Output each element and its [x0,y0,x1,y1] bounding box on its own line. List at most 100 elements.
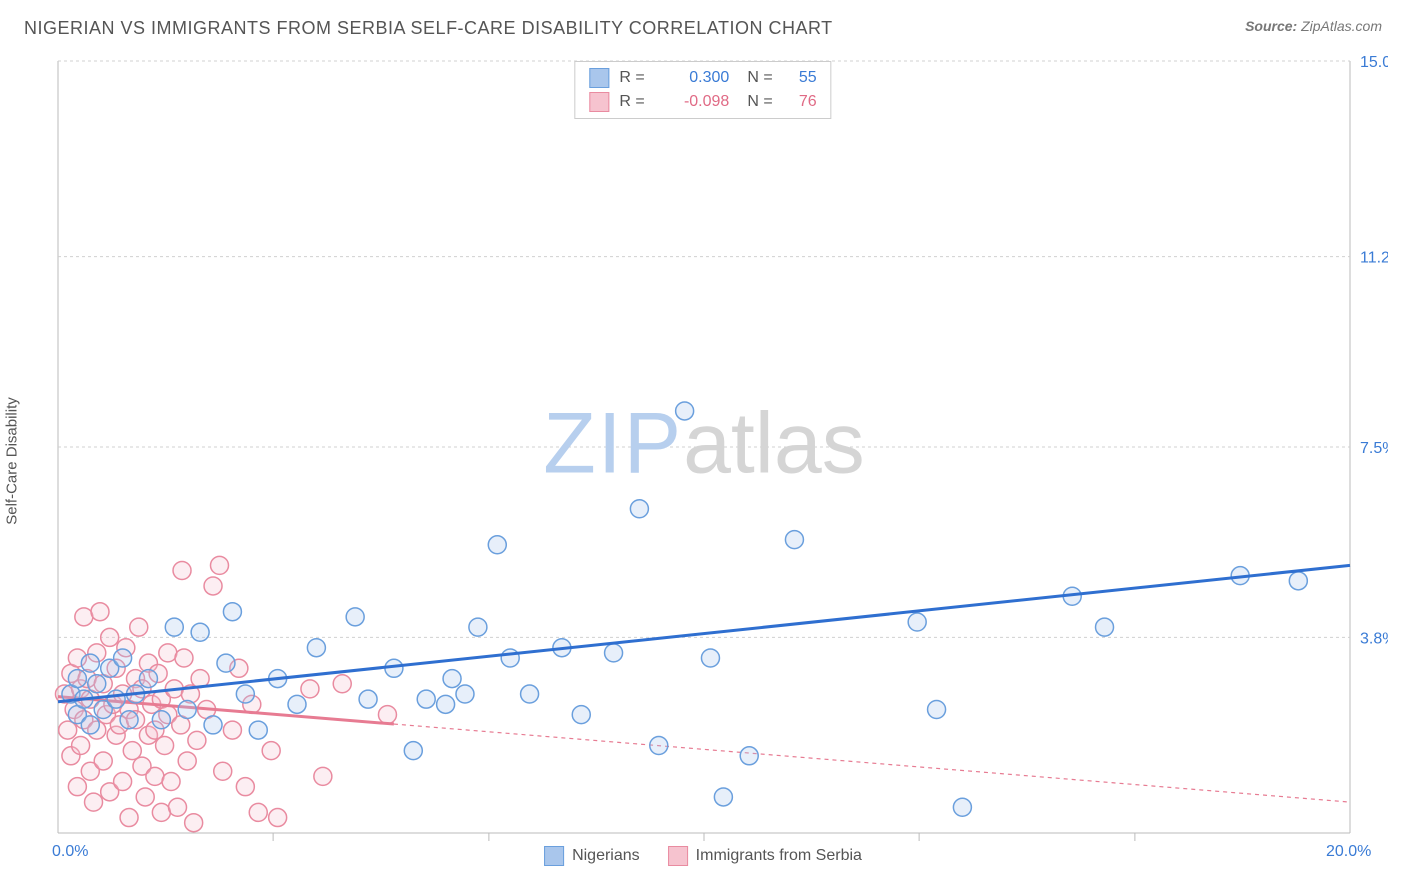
n-value: 76 [783,90,817,114]
data-point [156,737,174,755]
data-point [85,793,103,811]
data-point [1289,572,1307,590]
r-label: R = [619,90,649,114]
data-point [443,670,461,688]
data-point [269,809,287,827]
y-tick-label: 3.8% [1360,630,1388,647]
data-point [701,649,719,667]
n-label: N = [747,66,772,90]
data-point [1096,618,1114,636]
chart-area: Self-Care Disability 15.0%11.2%7.5%3.8%Z… [18,55,1388,866]
source-value: ZipAtlas.com [1301,18,1382,34]
data-point [94,752,112,770]
trend-line-extension [394,724,1350,802]
data-point [307,639,325,657]
data-point [288,695,306,713]
data-point [101,628,119,646]
chart-source: Source: ZipAtlas.com [1245,18,1382,34]
r-label: R = [619,66,649,90]
data-point [236,685,254,703]
data-point [175,649,193,667]
data-point [488,536,506,554]
data-point [249,803,267,821]
data-point [165,618,183,636]
data-point [107,690,125,708]
data-point [469,618,487,636]
data-point [152,803,170,821]
data-point [178,700,196,718]
data-point [139,670,157,688]
data-point [88,675,106,693]
data-point [740,747,758,765]
data-point [908,613,926,631]
data-point [928,700,946,718]
data-point [359,690,377,708]
data-point [72,737,90,755]
data-point [191,623,209,641]
data-point [136,788,154,806]
source-label: Source: [1245,18,1297,34]
y-tick-label: 7.5% [1360,440,1388,457]
data-point [81,716,99,734]
legend-row: R = -0.098 N = 76 [589,90,816,114]
y-tick-label: 11.2% [1360,250,1388,267]
data-point [953,798,971,816]
data-point [204,716,222,734]
legend-item: Nigerians [544,846,640,866]
data-point [785,531,803,549]
data-point [188,731,206,749]
data-point [236,778,254,796]
data-point [605,644,623,662]
data-point [68,670,86,688]
data-point [204,577,222,595]
watermark: ZIPatlas [543,396,864,492]
legend-swatch [668,846,688,866]
chart-title: NIGERIAN VS IMMIGRANTS FROM SERBIA SELF-… [24,18,833,39]
data-point [91,603,109,621]
data-point [152,711,170,729]
data-point [114,773,132,791]
legend-row: R = 0.300 N = 55 [589,66,816,90]
data-point [378,706,396,724]
data-point [185,814,203,832]
data-point [211,556,229,574]
data-point [162,773,180,791]
data-point [630,500,648,518]
data-point [301,680,319,698]
x-axis-min-label: 0.0% [52,843,88,861]
data-point [501,649,519,667]
r-value: 0.300 [659,66,729,90]
data-point [68,778,86,796]
data-point [650,737,668,755]
data-point [120,711,138,729]
data-point [217,654,235,672]
data-point [417,690,435,708]
data-point [214,762,232,780]
series-legend: Nigerians Immigrants from Serbia [544,846,862,866]
r-value: -0.098 [659,90,729,114]
data-point [714,788,732,806]
n-value: 55 [783,66,817,90]
legend-swatch [589,68,609,88]
legend-label: Nigerians [572,847,640,865]
data-point [456,685,474,703]
legend-swatch [544,846,564,866]
legend-item: Immigrants from Serbia [668,846,862,866]
data-point [346,608,364,626]
legend-label: Immigrants from Serbia [696,847,862,865]
data-point [173,562,191,580]
data-point [333,675,351,693]
data-point [159,644,177,662]
data-point [75,608,93,626]
data-point [130,618,148,636]
data-point [404,742,422,760]
data-point [521,685,539,703]
n-label: N = [747,90,772,114]
legend-swatch [589,92,609,112]
data-point [81,654,99,672]
scatter-chart: 15.0% 11.2% 7.5% 3.8% ZIPatlas [18,55,1388,865]
y-axis-label: Self-Care Disability [4,397,21,525]
data-point [262,742,280,760]
y-tick-label: 15.0% [1360,55,1388,71]
data-point [146,767,164,785]
